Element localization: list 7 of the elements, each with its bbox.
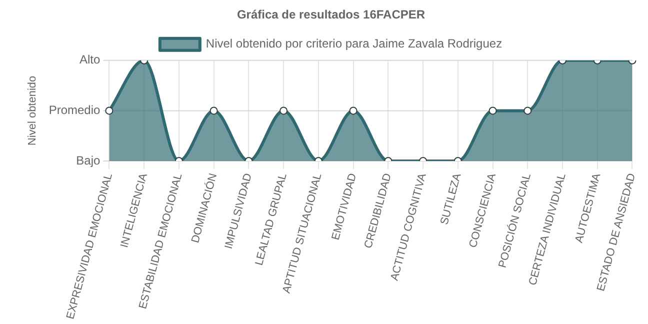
y-axis-title: Nivel obtenido: [26, 76, 39, 146]
ref-line-label: Bajo: [76, 153, 101, 168]
x-tick-label: LEALTAD GRUPAL: [253, 172, 290, 267]
chart-title: Gráfica de resultados 16FACPER: [236, 8, 426, 22]
ref-line-label: Promedio: [48, 103, 101, 118]
ref-line-label: Alto: [80, 52, 101, 67]
legend-label: Nivel obtenido por criterio para Jaime Zavala Rodriguez: [206, 36, 502, 51]
